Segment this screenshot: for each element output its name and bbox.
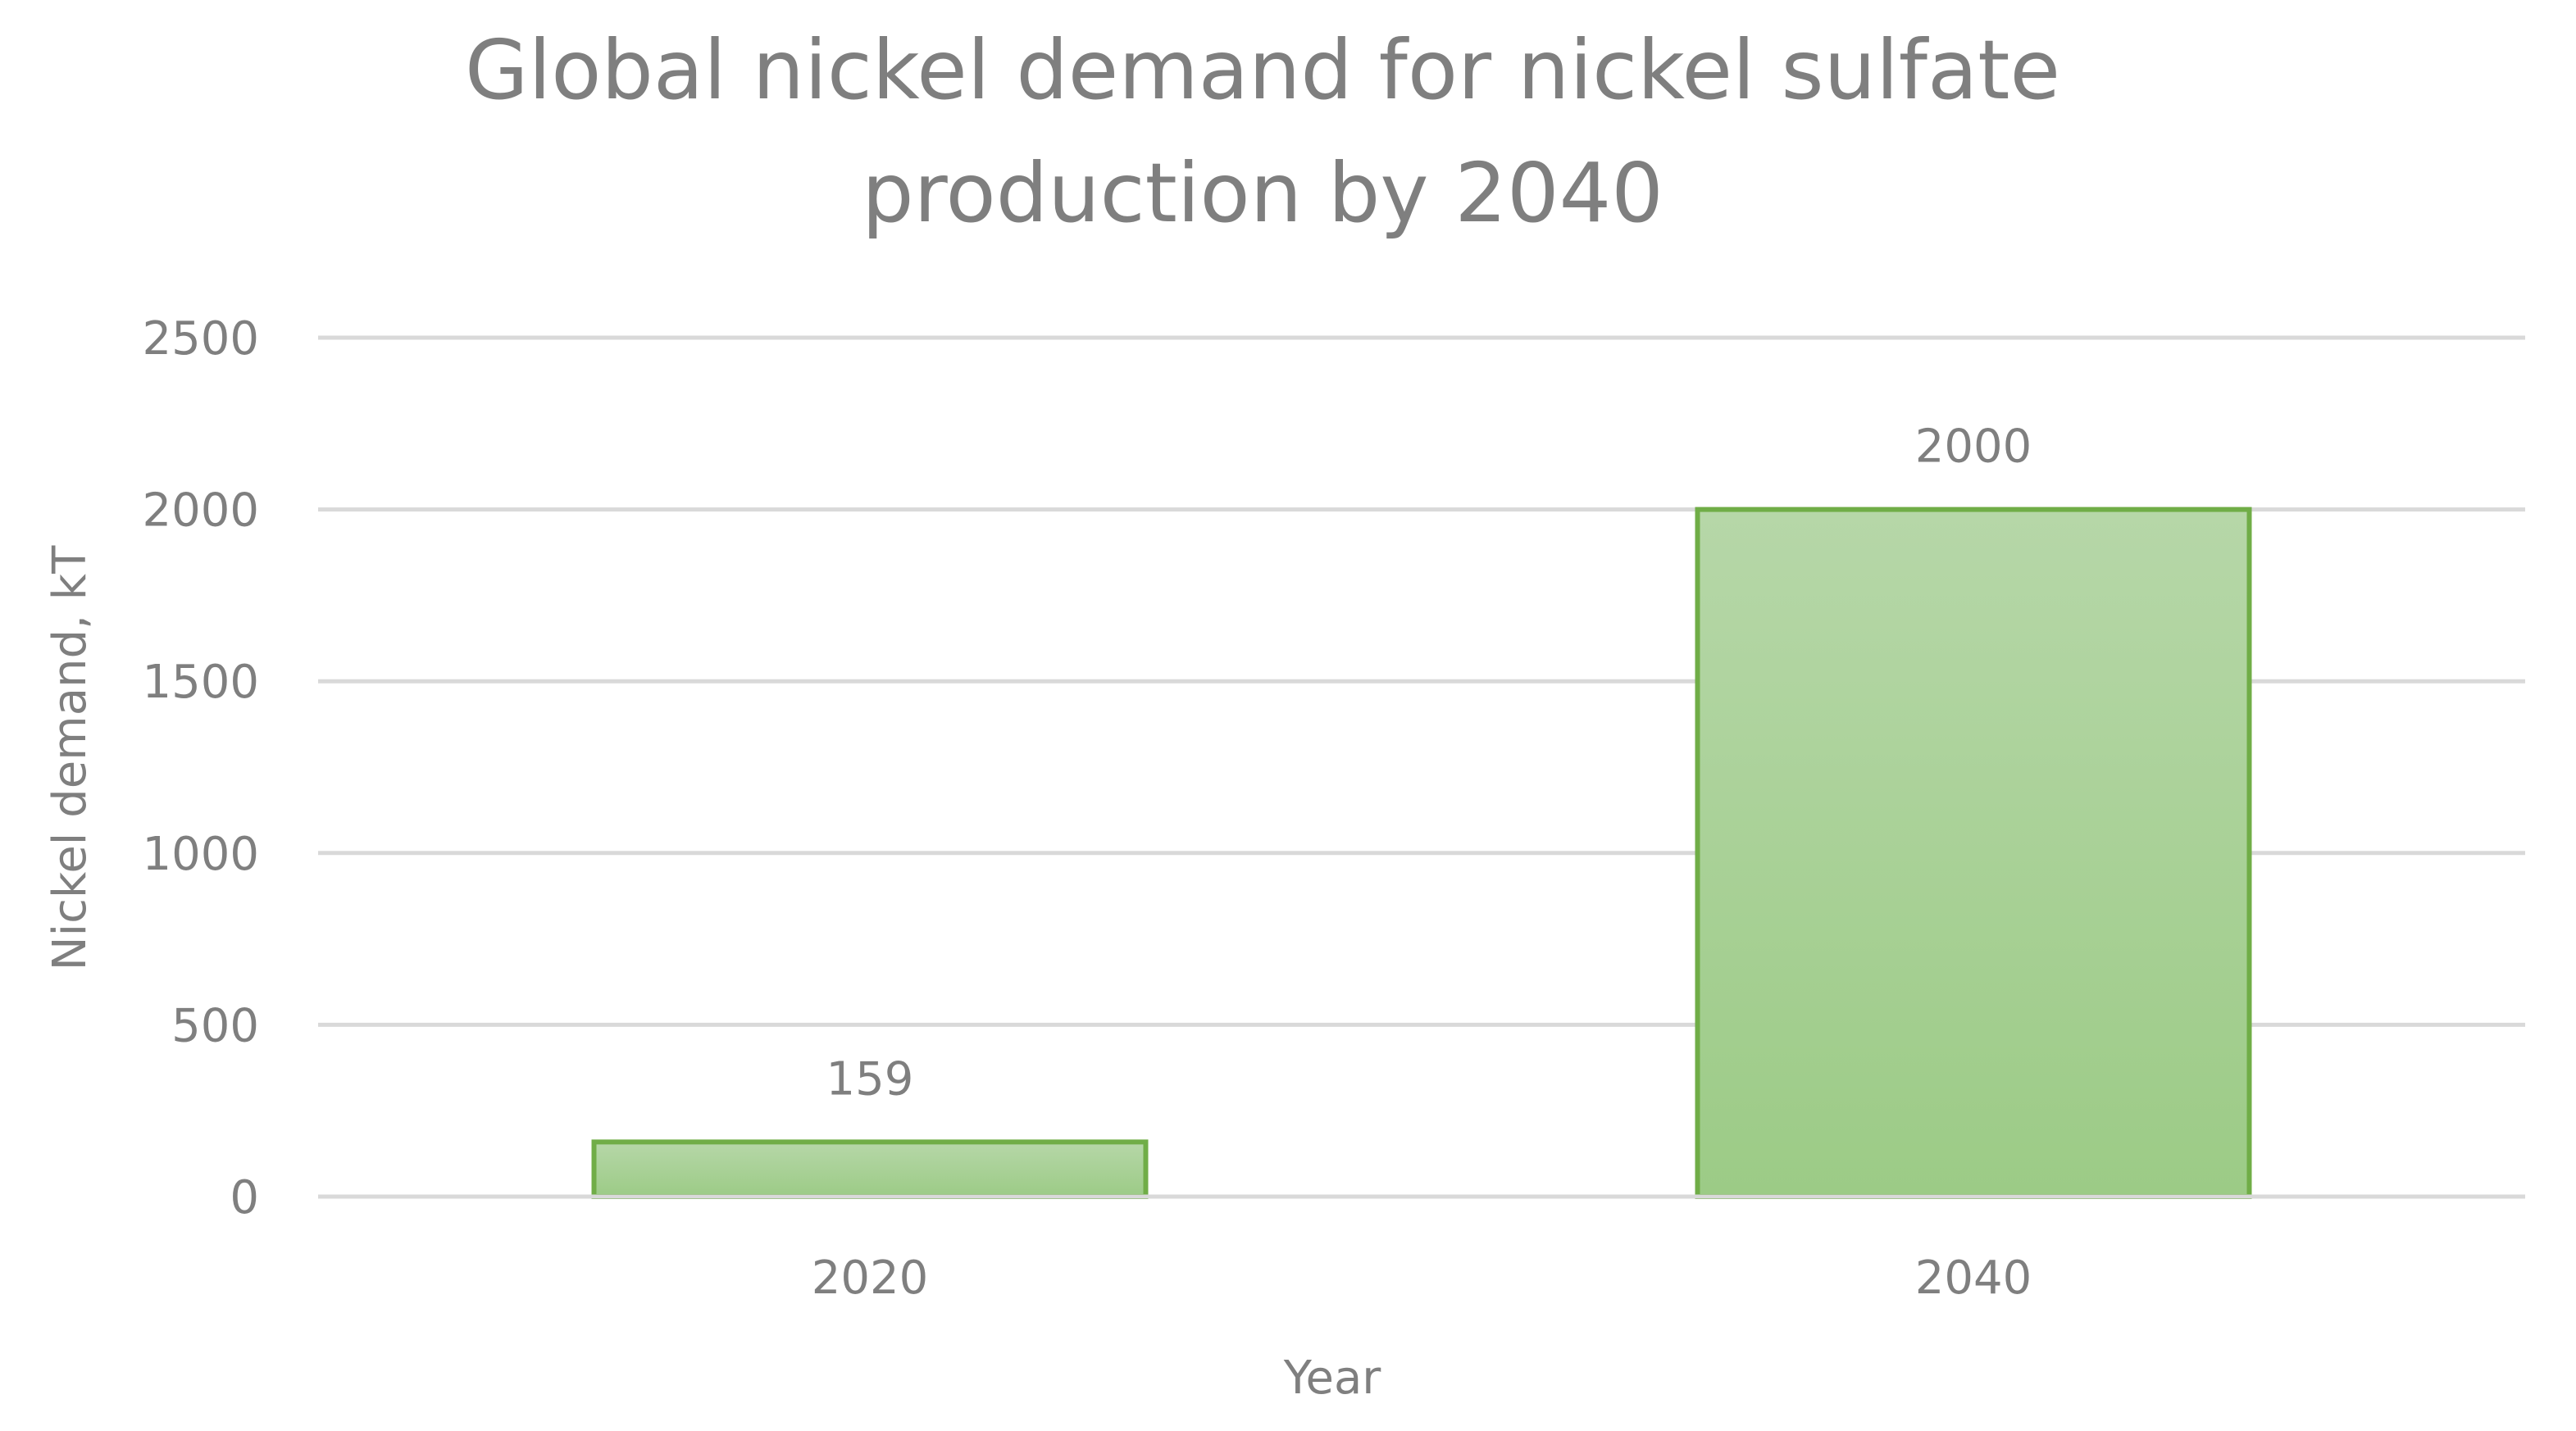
y-tick-label: 1000 [142, 828, 259, 881]
x-tick-label: 2020 [812, 1252, 929, 1305]
y-tick-label: 2000 [142, 484, 259, 538]
x-tick-label: 2040 [1915, 1252, 2032, 1305]
chart-title: Global nickel demand for nickel sulfate … [465, 22, 2060, 241]
chart-title-line-2: production by 2040 [862, 145, 1663, 241]
chart-title-line-1: Global nickel demand for nickel sulfate [465, 22, 2060, 118]
y-tick-label: 500 [171, 999, 259, 1052]
y-tick-label: 2500 [142, 312, 259, 366]
y-tick-label: 0 [230, 1171, 259, 1224]
bar [591, 1139, 1149, 1199]
data-label: 159 [826, 1052, 914, 1106]
bar [1695, 507, 2252, 1199]
y-tick-label: 1500 [142, 656, 259, 709]
x-axis-title: Year [1283, 1352, 1382, 1405]
y-axis-ticks: 0 500 1000 1500 2000 2500 [142, 312, 259, 1224]
y-axis-title: Nickel demand, kT [43, 545, 97, 970]
bars [591, 507, 2252, 1199]
data-label: 2000 [1915, 420, 2032, 474]
data-labels: 159 2000 [826, 420, 2032, 1106]
x-axis-ticks: 2020 2040 [812, 1252, 2032, 1305]
